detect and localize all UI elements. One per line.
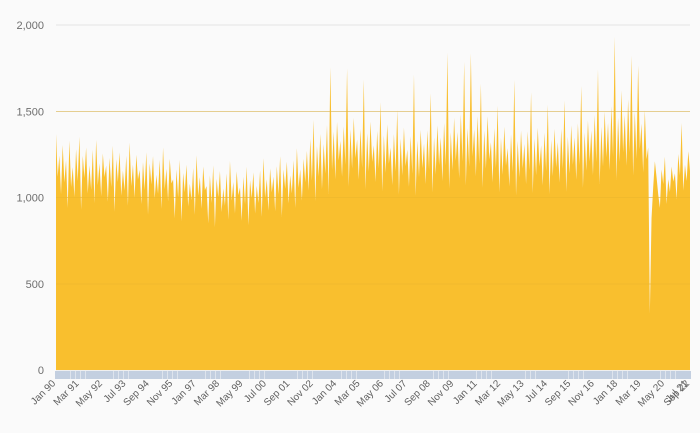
y-axis-tick-label: 0 (38, 365, 44, 377)
y-axis-tick-label: 1,000 (16, 193, 44, 205)
y-axis-tick-label: 1,500 (16, 106, 44, 118)
x-axis-tick-marks (55, 371, 691, 379)
series-area-group (56, 36, 690, 370)
y-axis-labels-group: 2,000 1,500 1,000 500 0 (16, 20, 44, 377)
y-axis-tick-label: 2,000 (16, 20, 44, 32)
y-axis-tick-label: 500 (26, 279, 44, 291)
gridlines-overlay-group (56, 110, 690, 285)
series-area-monthly-value (56, 36, 690, 370)
